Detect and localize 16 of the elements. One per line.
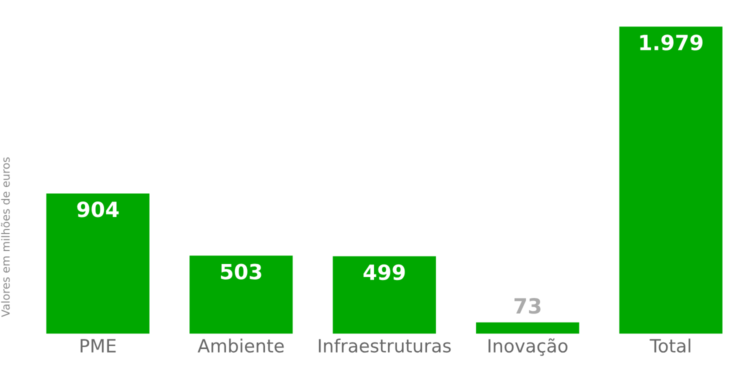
bar (46, 193, 150, 334)
x-tick-label: Ambiente (198, 338, 284, 353)
data-label: 499 (364, 264, 405, 280)
bar (476, 322, 580, 334)
bar (332, 256, 436, 334)
bar (190, 256, 293, 334)
data-label: 904 (77, 201, 119, 218)
y-axis-title: Valores em milhões de euros (0, 157, 10, 318)
bar (619, 26, 722, 334)
data-label: 73 (514, 298, 540, 314)
x-tick-label: PME (80, 339, 116, 352)
x-tick-label: Infraestruturas (318, 338, 451, 353)
data-label: 1.979 (640, 34, 702, 50)
x-tick-label: Inovação (488, 338, 568, 356)
data-label: 503 (220, 264, 262, 280)
x-tick-label: Total (650, 338, 690, 353)
